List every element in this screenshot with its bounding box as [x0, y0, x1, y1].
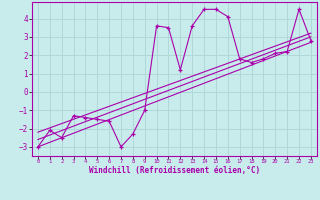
X-axis label: Windchill (Refroidissement éolien,°C): Windchill (Refroidissement éolien,°C) — [89, 166, 260, 175]
